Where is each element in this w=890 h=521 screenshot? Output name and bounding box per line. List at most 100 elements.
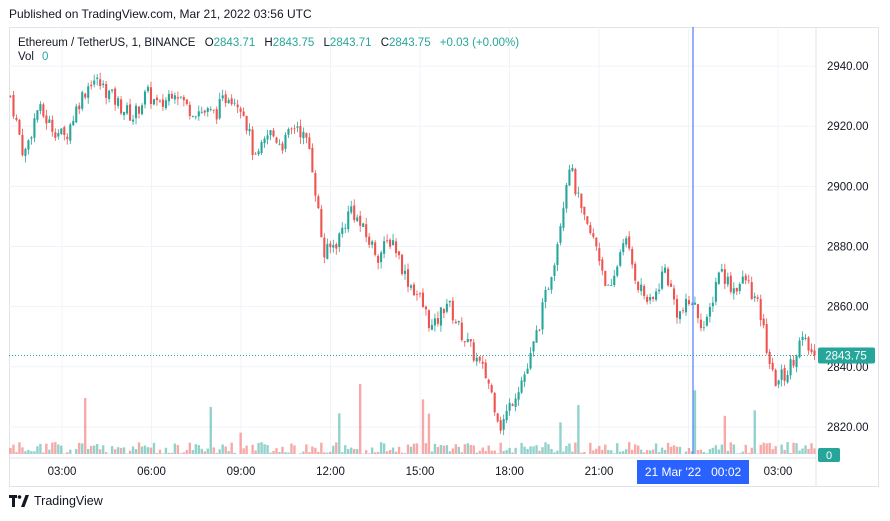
candle-body <box>344 227 347 229</box>
candle-body <box>646 296 649 302</box>
low-label: L <box>323 37 330 49</box>
candle-body <box>460 322 463 341</box>
grid-lines <box>9 27 816 454</box>
candle-body <box>744 275 747 281</box>
candle-body <box>54 132 57 138</box>
symbol-label[interactable]: Ethereum / TetherUS, 1, BINANCE <box>18 37 196 49</box>
candle-body <box>403 270 407 274</box>
volume-bar <box>607 450 610 454</box>
volume-bar <box>684 451 688 454</box>
candle-body <box>338 233 341 247</box>
volume-bar <box>675 446 679 454</box>
volume-bar <box>314 447 317 454</box>
candle-body <box>96 77 99 80</box>
candle-body <box>329 243 332 248</box>
volume-bar <box>550 448 553 454</box>
candle-body <box>607 284 610 286</box>
volume-bar <box>233 452 236 454</box>
volume-bar <box>508 447 511 454</box>
volume-bar <box>140 446 144 454</box>
volume-bar <box>693 390 697 454</box>
price-tick-label: 2920.00 <box>827 121 869 133</box>
price-axis: 2940.00 2920.00 2900.00 2880.00 2860.00 2840.… <box>827 61 869 434</box>
candle-body <box>786 375 789 383</box>
candle-body <box>789 359 792 376</box>
volume-bar <box>762 442 765 454</box>
candle-body <box>308 137 311 149</box>
volume-bar <box>239 432 242 454</box>
volume-bar <box>538 450 541 454</box>
candle-body <box>257 151 260 155</box>
candle-body <box>93 80 96 85</box>
candle-body <box>723 269 726 284</box>
volume-bar <box>81 443 84 454</box>
candle-body <box>427 310 430 329</box>
candles <box>9 72 816 436</box>
candle-body <box>681 310 685 312</box>
candle-body <box>496 413 499 422</box>
candle-body <box>365 224 368 238</box>
candle-body <box>508 402 511 411</box>
price-tick-label: 2880.00 <box>827 242 869 254</box>
volume-bar <box>221 444 224 454</box>
candle-body <box>182 97 185 101</box>
volume-label[interactable]: Vol <box>18 51 34 63</box>
candle-body <box>448 300 451 303</box>
volume-bar <box>215 452 218 454</box>
candle-body <box>137 106 141 114</box>
candle-body <box>514 398 517 407</box>
candle-body <box>529 352 532 369</box>
volume-bar <box>565 446 568 454</box>
volume-bar <box>191 450 195 454</box>
candle-body <box>732 288 735 294</box>
candlestick-chart[interactable]: 2940.00 2920.00 2900.00 2880.00 2860.00 2840.… <box>9 27 879 487</box>
candle-body <box>362 223 365 227</box>
volume-bar <box>544 442 547 454</box>
volume-bar <box>131 446 135 454</box>
candle-body <box>687 300 691 304</box>
volume-bar <box>326 452 329 454</box>
candle-body <box>185 99 188 104</box>
candle-body <box>463 341 466 343</box>
candle-body <box>200 111 203 113</box>
candle-body <box>12 94 15 117</box>
volume-bar <box>350 447 353 454</box>
volume-bar <box>708 449 712 454</box>
candle-body <box>251 129 254 156</box>
volume-bar <box>388 450 392 454</box>
change-value: +0.03 (+0.00%) <box>439 37 520 49</box>
volume-bar <box>379 442 383 454</box>
volume-bar <box>466 443 469 454</box>
volume-bar <box>478 450 481 454</box>
volume-bar <box>51 442 54 454</box>
candle-body <box>284 134 287 149</box>
volume-bar <box>604 444 607 454</box>
candle-body <box>589 225 592 234</box>
volume-bar <box>113 449 117 454</box>
candle-body <box>269 130 272 136</box>
candle-body <box>538 329 541 331</box>
volume-bar <box>36 446 39 454</box>
volume-bar <box>711 447 715 454</box>
candle-body <box>649 296 652 301</box>
candle-body <box>60 128 63 134</box>
volume-bar <box>212 447 215 454</box>
candle-body <box>155 97 158 101</box>
candle-body <box>9 95 12 97</box>
candle-body <box>640 284 643 292</box>
candle-body <box>520 380 523 393</box>
candle-body <box>111 89 114 91</box>
candle-body <box>248 128 251 132</box>
candle-body <box>191 116 194 117</box>
volume-bars <box>9 384 816 454</box>
volume-bar <box>224 446 227 454</box>
volume-bar <box>218 449 221 454</box>
volume-bar <box>376 451 380 454</box>
candle-body <box>598 248 601 262</box>
candle-body <box>230 98 233 105</box>
volume-bar <box>287 452 290 454</box>
candle-body <box>27 140 30 150</box>
volume-bar <box>765 443 768 454</box>
candle-body <box>302 131 305 139</box>
candle-body <box>398 251 401 256</box>
